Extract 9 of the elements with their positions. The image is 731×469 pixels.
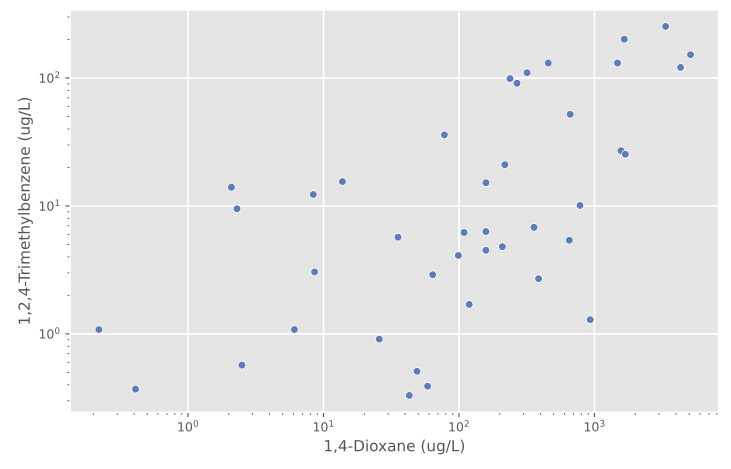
- x-tick-label: 10$^{3}$: [584, 420, 604, 432]
- x-tick-label: 10$^{2}$: [449, 420, 469, 432]
- y-tick-label: 10$^{0}$: [40, 327, 60, 339]
- y-tick-label: 10$^{2}$: [40, 71, 60, 83]
- x-axis-title: 1,4-Dioxane (ug/L): [325, 440, 464, 454]
- x-tick-label: 10$^{1}$: [314, 420, 334, 432]
- y-axis-title: 1,2,4-Trimethylbenzene (ug/L): [18, 98, 33, 324]
- y-tick-label: 10$^{1}$: [40, 199, 60, 211]
- x-tick-label: 10$^{0}$: [178, 420, 198, 432]
